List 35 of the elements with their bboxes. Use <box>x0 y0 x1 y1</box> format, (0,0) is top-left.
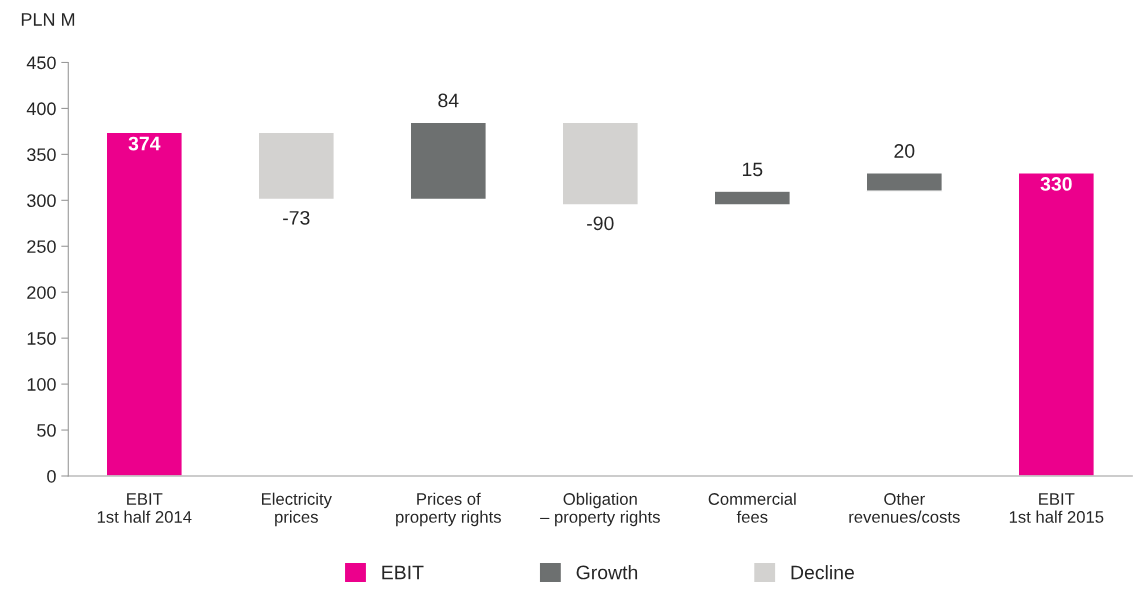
bar <box>105 131 183 476</box>
y-tick-label: 250 <box>27 240 56 253</box>
x-tick-label: EBIT 1st half 2014 <box>97 493 192 523</box>
y-axis-title: PLN M <box>21 13 75 26</box>
y-tick-label: 50 <box>37 423 56 437</box>
y-tick-label: 300 <box>27 194 56 208</box>
data-label: 84 <box>438 93 459 108</box>
bar <box>865 172 943 192</box>
bar <box>1017 172 1096 476</box>
legend-label: Decline <box>791 565 854 580</box>
y-tick-label: 350 <box>27 148 56 162</box>
data-label: -73 <box>283 210 310 225</box>
x-tick-label: Electricity prices <box>262 492 332 527</box>
y-tick-label: 150 <box>27 332 56 345</box>
bar <box>713 190 791 206</box>
y-tick-label: 100 <box>27 378 56 391</box>
bar <box>257 131 335 201</box>
y-tick-label: 200 <box>27 286 56 299</box>
x-tick-label: Other revenues/costs <box>849 492 960 523</box>
y-tick-label: 450 <box>26 56 56 70</box>
data-label: 374 <box>128 136 161 151</box>
legend-label: Growth <box>576 565 638 580</box>
x-tick-label: Prices of property rights <box>396 492 501 527</box>
bar <box>409 121 487 201</box>
data-label: -90 <box>587 216 614 231</box>
x-tick-label: EBIT 1st half 2015 <box>1009 493 1104 523</box>
x-tick-label: Obligation – property rights <box>540 492 660 527</box>
x-tick-label: Commercial fees <box>708 492 796 523</box>
legend-label: EBIT <box>382 565 424 580</box>
data-label: 15 <box>742 162 763 177</box>
data-label: 330 <box>1040 177 1072 191</box>
y-tick-label: 400 <box>26 102 56 116</box>
y-tick-label: 0 <box>47 469 56 483</box>
bar <box>561 121 639 206</box>
data-label: 20 <box>894 144 915 158</box>
